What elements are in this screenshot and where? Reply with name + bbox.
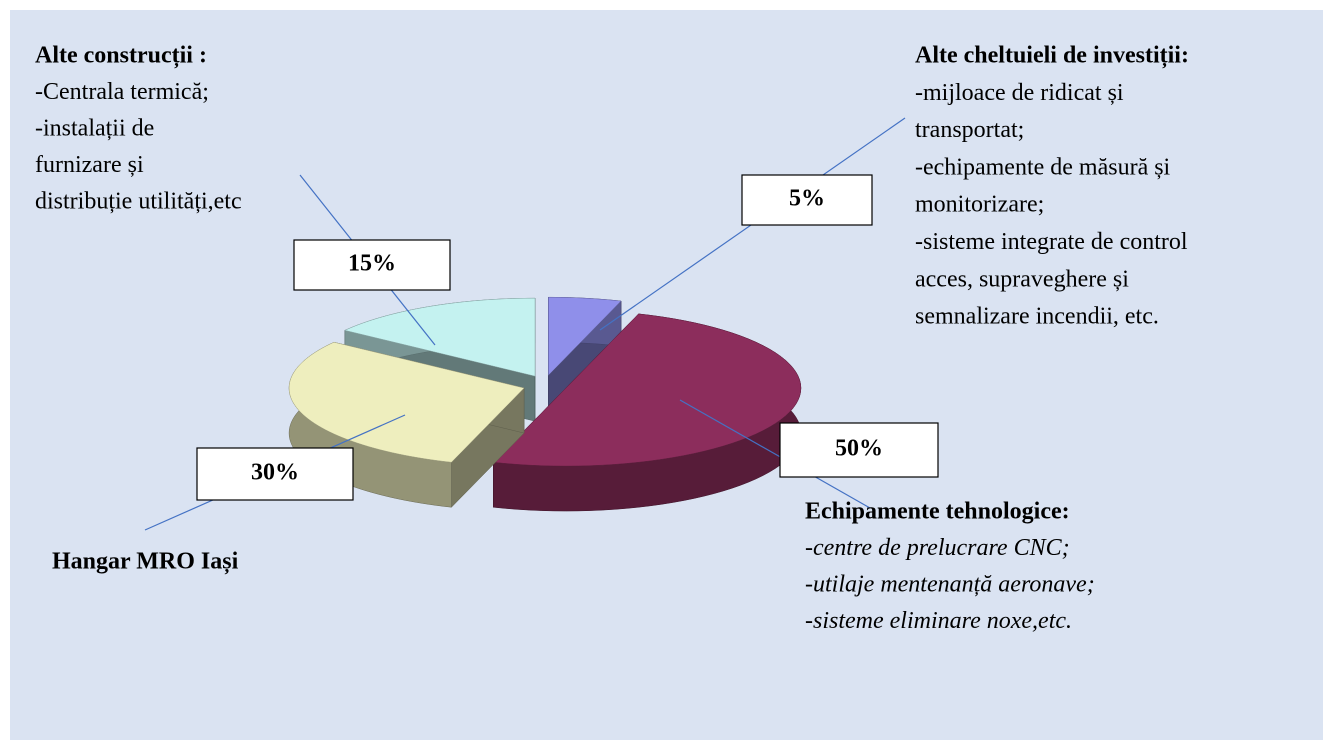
category-description: -Centrala termică; [35,79,209,105]
slice-top [288,341,525,463]
value-label-box [741,174,873,226]
value-label: 5% [789,186,825,212]
slice-top [548,296,622,376]
category-description: -utilaje mentenanță aeronave; [805,572,1095,598]
leader-line [679,399,871,509]
value-label-box [196,447,354,501]
category-description: transportat; [915,117,1024,143]
value-label: 15% [348,251,396,277]
category-description: semnalizare incendii, etc. [915,304,1159,330]
value-label-box [779,422,939,478]
category-description: -instalații de [35,116,154,142]
value-label-box [293,239,451,291]
category-description: acces, supraveghere și [915,266,1129,292]
pie-slice [492,313,802,512]
category-description: -mijloace de ridicat și [915,80,1124,106]
category-label: Hangar MRO Iași [52,549,239,575]
value-label: 50% [835,436,883,462]
value-label: 30% [251,460,299,486]
slice-top [492,313,802,467]
category-description: monitorizare; [915,192,1044,218]
category-description: furnizare și [35,152,144,178]
category-description: distribuție utilități,etc [35,189,242,215]
slice-top [344,297,536,377]
category-label: Echipamente tehnologice: [805,499,1070,525]
category-description: -echipamente de măsură și [915,154,1171,180]
pie-slice [288,341,525,508]
category-label: Alte cheltuieli de investiții: [915,43,1189,69]
category-description: -sisteme eliminare noxe,etc. [805,608,1072,634]
category-description: -centre de prelucrare CNC; [805,535,1070,561]
category-label: Alte construcții : [35,43,207,69]
category-description: -sisteme integrate de control [915,229,1188,255]
